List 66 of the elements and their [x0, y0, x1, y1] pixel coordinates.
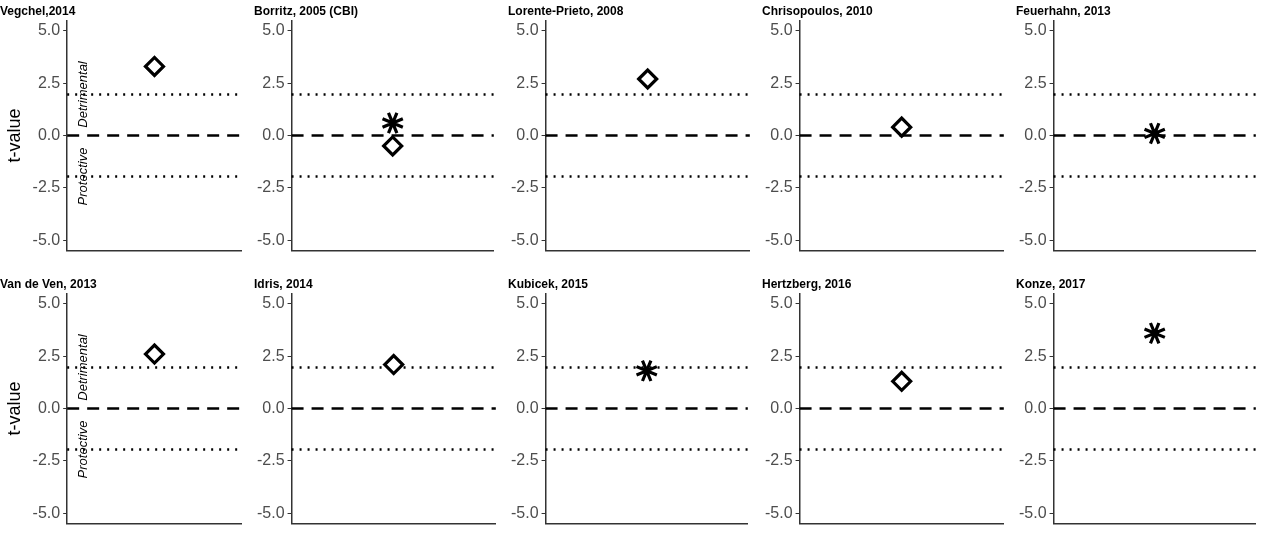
y-tick-label: -5.0: [256, 503, 285, 521]
y-tick-label: -5.0: [1018, 503, 1047, 521]
chart-title: Feuerhahn, 2013: [1016, 3, 1112, 18]
y-tick-label: 0.0: [262, 398, 285, 416]
y-tick-label: -2.5: [764, 178, 793, 196]
y-tick-label: -2.5: [510, 451, 539, 469]
y-tick-label: 0.0: [37, 398, 61, 416]
chart-title: Hertzberg, 2016: [762, 276, 852, 291]
y-tick-label: 5.0: [262, 294, 285, 312]
y-tick-label: 2.5: [262, 73, 285, 91]
y-tick-label: -5.0: [256, 230, 285, 248]
y-tick-label: -5.0: [510, 230, 539, 248]
y-tick-label: 2.5: [262, 346, 285, 364]
y-tick-label: -5.0: [764, 503, 793, 521]
y-tick-label: 0.0: [516, 398, 539, 416]
chart-title: Chrisopoulos, 2010: [762, 3, 874, 18]
chart-title: Lorente-Prieto, 2008: [508, 3, 624, 18]
y-tick-label: 0.0: [37, 125, 61, 143]
y-tick-label: -2.5: [256, 451, 285, 469]
annotation: Detrimental: [74, 333, 90, 401]
y-tick-label: 5.0: [1024, 294, 1047, 312]
annotation: Protective: [74, 420, 90, 479]
y-tick-label: -5.0: [1018, 230, 1047, 248]
y-tick-label: -2.5: [510, 178, 539, 196]
y-tick-label: 2.5: [516, 346, 539, 364]
y-tick-label: -2.5: [764, 451, 793, 469]
y-tick-label: 2.5: [37, 73, 61, 91]
y-tick-label: -2.5: [1018, 178, 1047, 196]
y-tick-label: -2.5: [1018, 451, 1047, 469]
chart-title: Idris, 2014: [254, 276, 314, 291]
chart-title: Konze, 2017: [1016, 276, 1086, 291]
chart-title: Borritz, 2005 (CBI): [254, 3, 359, 18]
y-tick-label: 5.0: [516, 294, 539, 312]
chart-title: Van de Ven, 2013: [0, 276, 98, 291]
y-tick-label: -5.0: [510, 503, 539, 521]
y-tick-label: -2.5: [256, 178, 285, 196]
annotation: Protective: [74, 147, 90, 206]
y-tick-label: 2.5: [770, 73, 793, 91]
y-tick-label: -2.5: [32, 178, 61, 196]
y-tick-label: -5.0: [32, 503, 61, 521]
y-tick-label: 5.0: [516, 21, 539, 39]
y-tick-label: 2.5: [1024, 346, 1047, 364]
y-tick-label: 0.0: [1024, 398, 1047, 416]
y-tick-label: 5.0: [262, 21, 285, 39]
y-tick-label: -5.0: [764, 230, 793, 248]
y-tick-label: 5.0: [770, 294, 793, 312]
y-tick-label: -2.5: [32, 451, 61, 469]
chart-title: Kubicek, 2015: [508, 276, 589, 291]
y-tick-label: 0.0: [770, 125, 793, 143]
y-tick-label: 5.0: [37, 21, 61, 39]
y-tick-label: 0.0: [770, 398, 793, 416]
y-tick-label: 0.0: [262, 125, 285, 143]
y-tick-label: 2.5: [516, 73, 539, 91]
y-tick-label: 2.5: [37, 346, 61, 364]
y-tick-label: 5.0: [37, 294, 61, 312]
y-tick-label: 2.5: [770, 346, 793, 364]
y-tick-label: 0.0: [516, 125, 539, 143]
y-axis-title: t-value: [3, 381, 24, 436]
y-tick-label: 5.0: [1024, 21, 1047, 39]
y-axis-title: t-value: [3, 108, 24, 163]
y-tick-label: 0.0: [1024, 125, 1047, 143]
y-tick-label: 2.5: [1024, 73, 1047, 91]
y-tick-label: -5.0: [32, 230, 61, 248]
chart-title: Vegchel,2014: [0, 3, 76, 18]
annotation: Detrimental: [74, 60, 90, 128]
y-tick-label: 5.0: [770, 21, 793, 39]
